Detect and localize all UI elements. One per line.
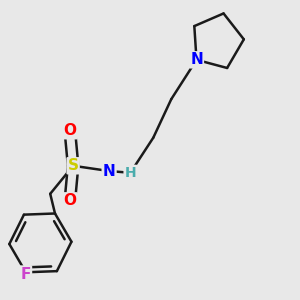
Text: H: H bbox=[124, 166, 136, 180]
Text: O: O bbox=[63, 123, 76, 138]
Text: N: N bbox=[190, 52, 203, 67]
Text: S: S bbox=[68, 158, 79, 173]
Text: N: N bbox=[103, 164, 116, 178]
Text: F: F bbox=[21, 266, 31, 281]
Text: O: O bbox=[63, 193, 76, 208]
